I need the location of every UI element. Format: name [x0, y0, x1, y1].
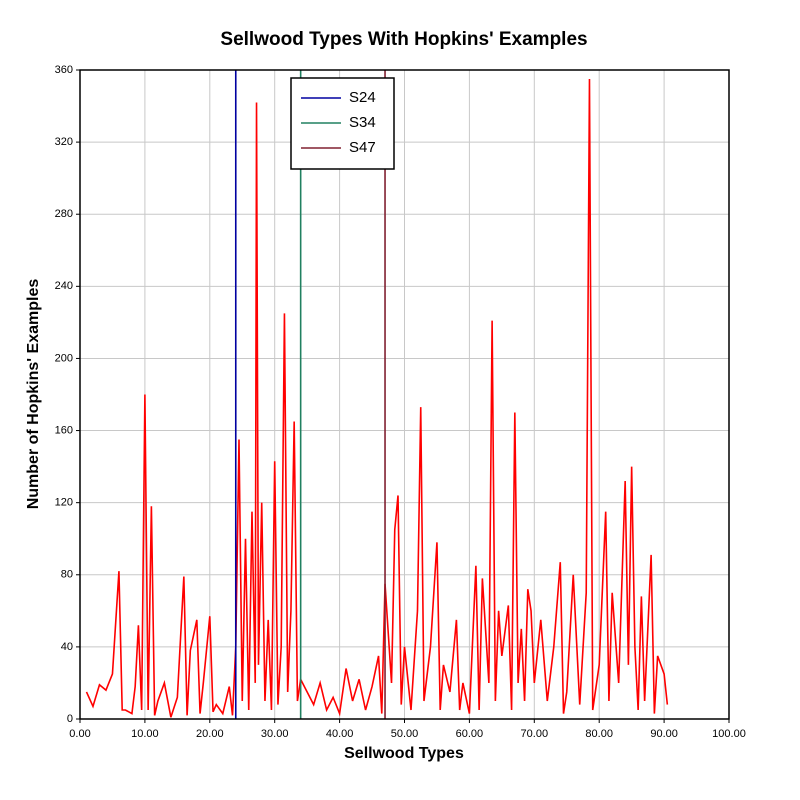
x-tick-label: 60.00 [456, 728, 484, 740]
y-tick-label: 0 [67, 713, 73, 725]
legend-label: S24 [349, 89, 376, 106]
x-tick-label: 70.00 [521, 728, 549, 740]
y-tick-label: 280 [55, 208, 73, 220]
x-tick-label: 0.00 [69, 728, 90, 740]
y-tick-label: 240 [55, 280, 73, 292]
x-tick-label: 20.00 [196, 728, 224, 740]
x-tick-label: 40.00 [326, 728, 354, 740]
y-tick-label: 360 [55, 64, 73, 76]
x-tick-label: 80.00 [585, 728, 613, 740]
y-axis-label: Number of Hopkins' Examples [25, 279, 42, 510]
legend-label: S34 [349, 114, 376, 131]
x-tick-label: 90.00 [650, 728, 678, 740]
y-tick-label: 160 [55, 424, 73, 436]
y-tick-label: 200 [55, 352, 73, 364]
legend-label: S47 [349, 139, 376, 156]
y-tick-label: 320 [55, 136, 73, 148]
data-line [85, 79, 669, 718]
x-tick-label: 100.00 [712, 728, 746, 740]
y-tick-label: 120 [55, 497, 73, 509]
x-tick-label: 50.00 [391, 728, 419, 740]
x-tick-label: 30.00 [261, 728, 289, 740]
x-tick-label: 10.00 [131, 728, 159, 740]
plot-frame [79, 69, 730, 720]
y-tick-label: 40 [61, 641, 73, 653]
y-tick-label: 80 [61, 569, 73, 581]
x-axis-label: Sellwood Types [344, 745, 464, 762]
chart-title: Sellwood Types With Hopkins' Examples [220, 29, 587, 50]
